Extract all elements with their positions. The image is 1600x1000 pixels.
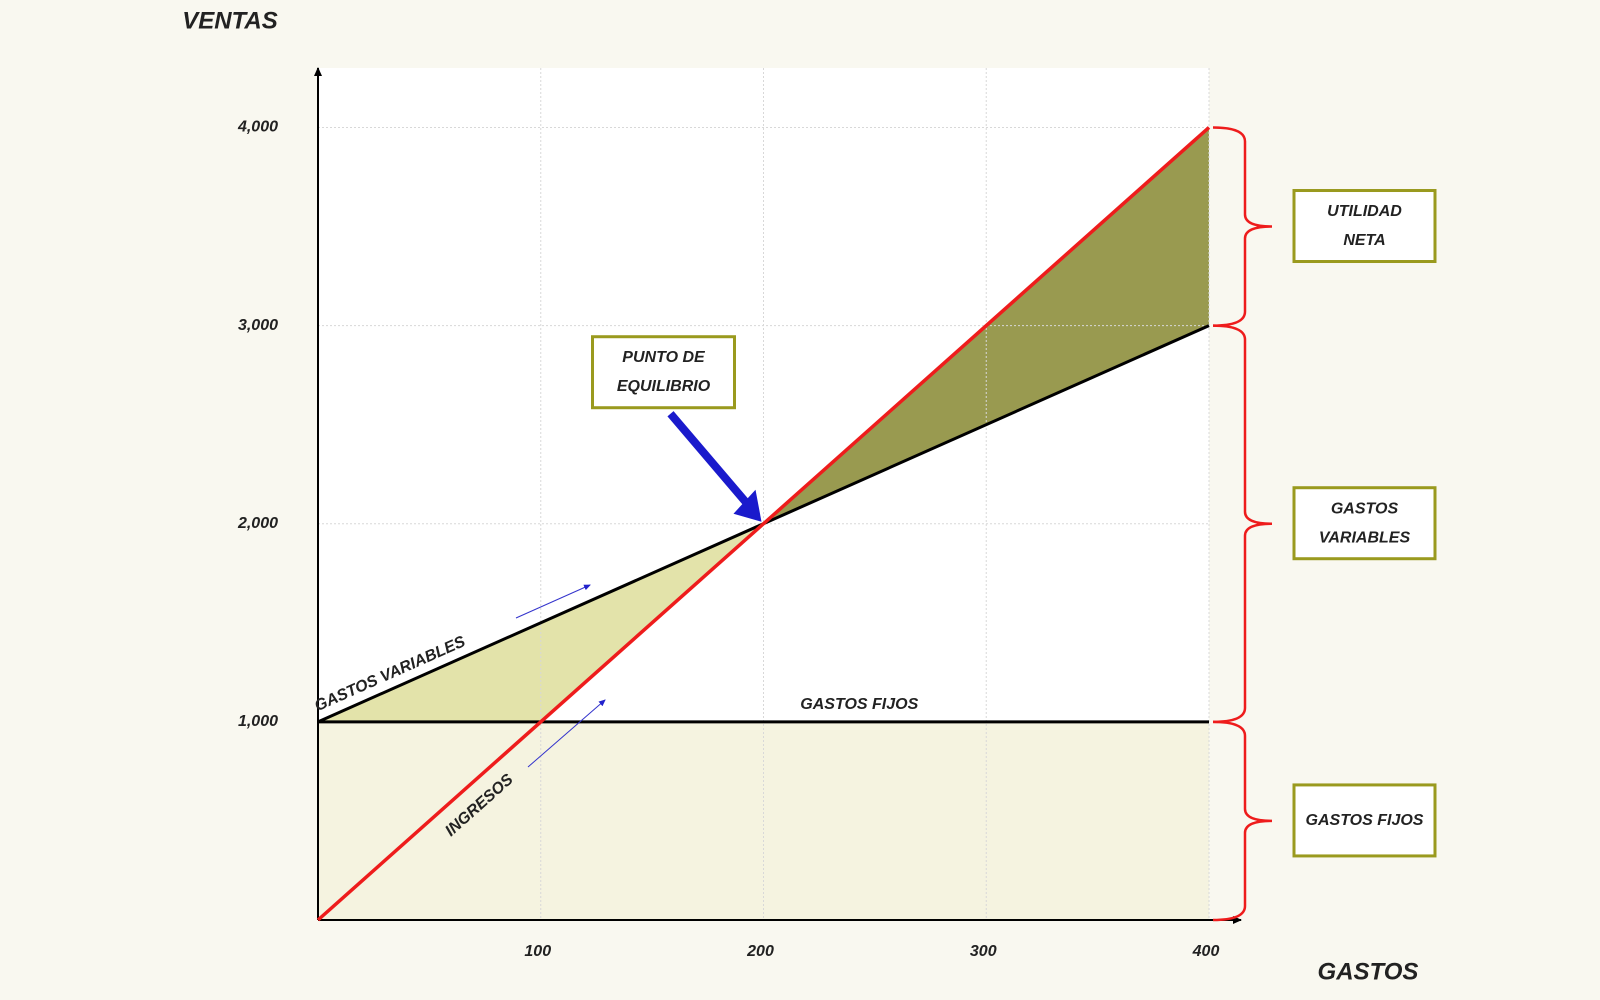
bracket-text: NETA bbox=[1343, 232, 1385, 249]
direction-arrow bbox=[527, 699, 606, 768]
bracket-text: VARIABLES bbox=[1319, 529, 1411, 546]
direction-arrow bbox=[515, 584, 591, 619]
bracket-text: GASTOS bbox=[1331, 500, 1399, 517]
x-tick-label: 200 bbox=[746, 943, 774, 960]
bracket bbox=[1212, 126, 1273, 327]
bracket-box bbox=[1292, 486, 1437, 561]
series-line bbox=[316, 126, 1211, 922]
callout-text: EQUILIBRIO bbox=[617, 378, 711, 395]
x-tick-label: 400 bbox=[1192, 943, 1220, 960]
bracket bbox=[1212, 720, 1273, 922]
y-axis-title: VENTAS bbox=[182, 7, 278, 34]
series-label: GASTOS FIJOS bbox=[800, 696, 918, 713]
y-tick-label: 3,000 bbox=[238, 317, 278, 334]
bracket-text: UTILIDAD bbox=[1327, 203, 1402, 220]
callout-text: PUNTO DE bbox=[622, 349, 706, 366]
chart-layer: 100 200 300 400 1,000 2,000 3,000 4,000 GASTOS V… bbox=[237, 67, 1437, 960]
break-even-arrow bbox=[667, 411, 749, 505]
x-axis-title: GASTOS bbox=[1318, 958, 1419, 985]
y-tick-label: 4,000 bbox=[237, 119, 278, 136]
x-tick-label: 300 bbox=[970, 943, 997, 960]
x-tick-label: 100 bbox=[524, 943, 551, 960]
break-even-arrowhead bbox=[733, 489, 762, 522]
bracket-box bbox=[1292, 189, 1437, 264]
y-tick-label: 1,000 bbox=[238, 713, 278, 730]
callout-box bbox=[591, 335, 736, 410]
bracket bbox=[1212, 324, 1273, 724]
bracket-text: GASTOS FIJOS bbox=[1306, 812, 1424, 829]
y-tick-label: 2,000 bbox=[237, 515, 278, 532]
bracket-box bbox=[1292, 783, 1437, 858]
